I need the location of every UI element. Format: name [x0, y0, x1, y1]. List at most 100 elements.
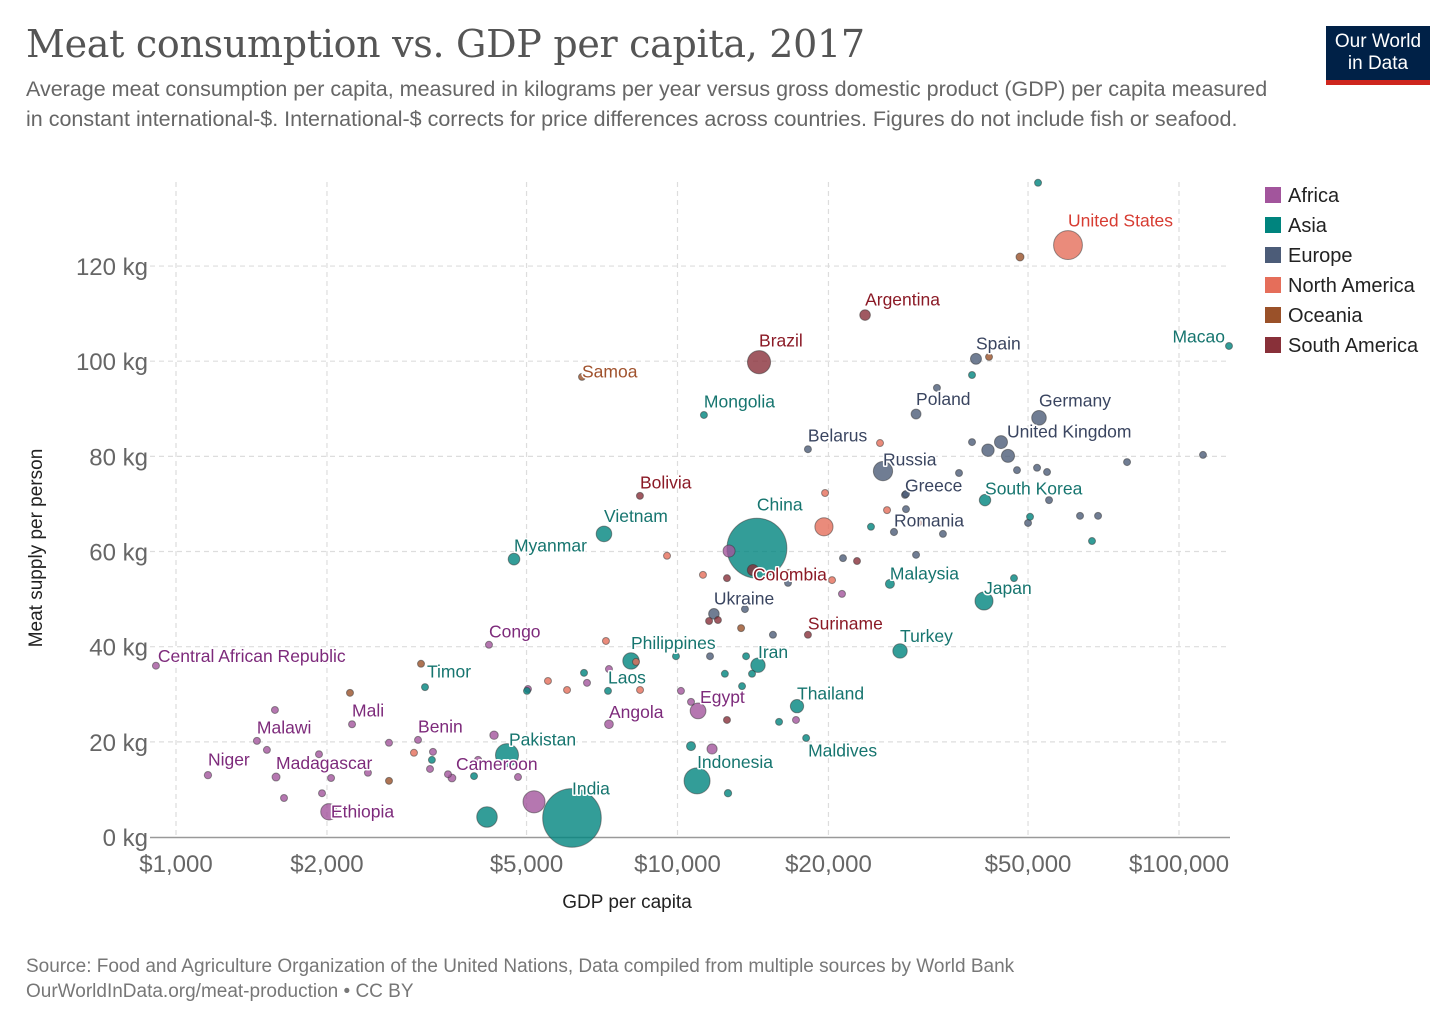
data-point[interactable] — [522, 790, 546, 814]
data-point[interactable] — [1053, 230, 1083, 261]
data-point[interactable] — [1010, 574, 1019, 583]
data-point[interactable] — [768, 630, 777, 639]
data-point[interactable] — [738, 682, 747, 691]
data-point[interactable] — [722, 715, 731, 724]
data-point[interactable] — [676, 686, 685, 695]
data-point[interactable] — [872, 460, 894, 482]
data-point[interactable] — [1076, 511, 1085, 520]
data-point[interactable] — [348, 720, 357, 729]
data-point[interactable] — [723, 789, 733, 798]
data-point[interactable] — [932, 383, 941, 392]
data-point[interactable] — [740, 605, 749, 614]
data-point[interactable] — [713, 616, 722, 625]
data-point[interactable] — [914, 518, 923, 527]
data-point[interactable] — [803, 445, 812, 454]
data-point[interactable] — [698, 570, 707, 579]
data-point[interactable] — [318, 789, 327, 798]
data-point[interactable] — [635, 491, 644, 500]
data-point[interactable] — [663, 551, 672, 560]
data-point[interactable] — [910, 408, 922, 420]
data-point[interactable] — [384, 776, 393, 785]
data-point[interactable] — [802, 734, 811, 743]
data-point[interactable] — [968, 370, 977, 379]
data-point[interactable] — [912, 550, 921, 559]
data-point[interactable] — [866, 522, 875, 531]
data-point[interactable] — [636, 685, 645, 694]
data-point[interactable] — [1094, 511, 1103, 520]
data-point[interactable] — [522, 686, 531, 695]
data-point[interactable] — [892, 643, 908, 659]
data-point[interactable] — [1123, 458, 1132, 467]
data-point[interactable] — [828, 576, 837, 585]
data-point[interactable] — [595, 525, 613, 543]
data-point[interactable] — [821, 488, 830, 497]
data-point[interactable] — [876, 439, 885, 448]
data-point[interactable] — [631, 657, 640, 666]
data-point[interactable] — [514, 773, 523, 782]
legend-item[interactable]: Africa — [1288, 185, 1340, 207]
data-point[interactable] — [271, 772, 281, 782]
data-point[interactable] — [889, 527, 899, 537]
data-point[interactable] — [563, 685, 572, 694]
data-point[interactable] — [320, 803, 338, 821]
owid-logo[interactable]: Our World in Data — [1326, 26, 1430, 85]
data-point[interactable] — [489, 730, 499, 740]
data-point[interactable] — [417, 659, 426, 668]
data-point[interactable] — [603, 686, 612, 695]
data-point[interactable] — [746, 350, 772, 375]
data-point[interactable] — [968, 438, 977, 447]
data-point[interactable] — [978, 493, 992, 507]
data-point[interactable] — [604, 719, 614, 730]
data-point[interactable] — [720, 669, 729, 678]
data-point[interactable] — [981, 443, 995, 457]
data-point[interactable] — [859, 309, 871, 321]
data-point[interactable] — [470, 772, 479, 781]
data-point[interactable] — [750, 657, 766, 673]
data-point[interactable] — [985, 352, 994, 361]
legend-item[interactable]: Oceania — [1288, 305, 1363, 327]
data-point[interactable] — [1015, 252, 1025, 262]
data-point[interactable] — [671, 652, 680, 661]
data-point[interactable] — [543, 676, 552, 685]
data-point[interactable] — [993, 435, 1008, 450]
data-point[interactable] — [151, 661, 160, 670]
data-point[interactable] — [583, 678, 592, 687]
license-link[interactable]: OurWorldInData.org/meat-production • CC … — [26, 981, 414, 1002]
data-point[interactable] — [689, 702, 707, 720]
data-point[interactable] — [363, 768, 372, 777]
legend-item[interactable]: North America — [1288, 275, 1416, 297]
data-point[interactable] — [884, 578, 895, 589]
data-point[interactable] — [1088, 537, 1097, 546]
data-point[interactable] — [687, 697, 696, 706]
data-point[interactable] — [604, 665, 613, 674]
data-point[interactable] — [1034, 178, 1043, 187]
data-point[interactable] — [853, 557, 862, 566]
data-point[interactable] — [414, 735, 423, 744]
data-point[interactable] — [685, 741, 697, 752]
data-point[interactable] — [577, 372, 586, 381]
data-point[interactable] — [1224, 341, 1233, 350]
data-point[interactable] — [476, 806, 498, 828]
data-point[interactable] — [789, 699, 805, 714]
data-point[interactable] — [494, 743, 520, 768]
data-point[interactable] — [421, 683, 430, 692]
data-point[interactable] — [1043, 468, 1052, 477]
data-point[interactable] — [409, 748, 418, 757]
data-point[interactable] — [270, 705, 279, 714]
data-point[interactable] — [705, 616, 714, 625]
data-point[interactable] — [252, 736, 261, 745]
data-point[interactable] — [426, 764, 435, 773]
data-point[interactable] — [837, 589, 846, 598]
data-point[interactable] — [507, 552, 521, 566]
data-point[interactable] — [427, 755, 436, 764]
data-point[interactable] — [883, 506, 892, 515]
data-point[interactable] — [742, 652, 751, 661]
data-point[interactable] — [580, 668, 589, 677]
data-point[interactable] — [314, 750, 323, 759]
data-point[interactable] — [683, 767, 711, 795]
data-point[interactable] — [203, 770, 213, 780]
data-point[interactable] — [791, 715, 800, 724]
data-point[interactable] — [428, 747, 437, 756]
data-point[interactable] — [384, 738, 393, 747]
data-point[interactable] — [722, 544, 736, 558]
